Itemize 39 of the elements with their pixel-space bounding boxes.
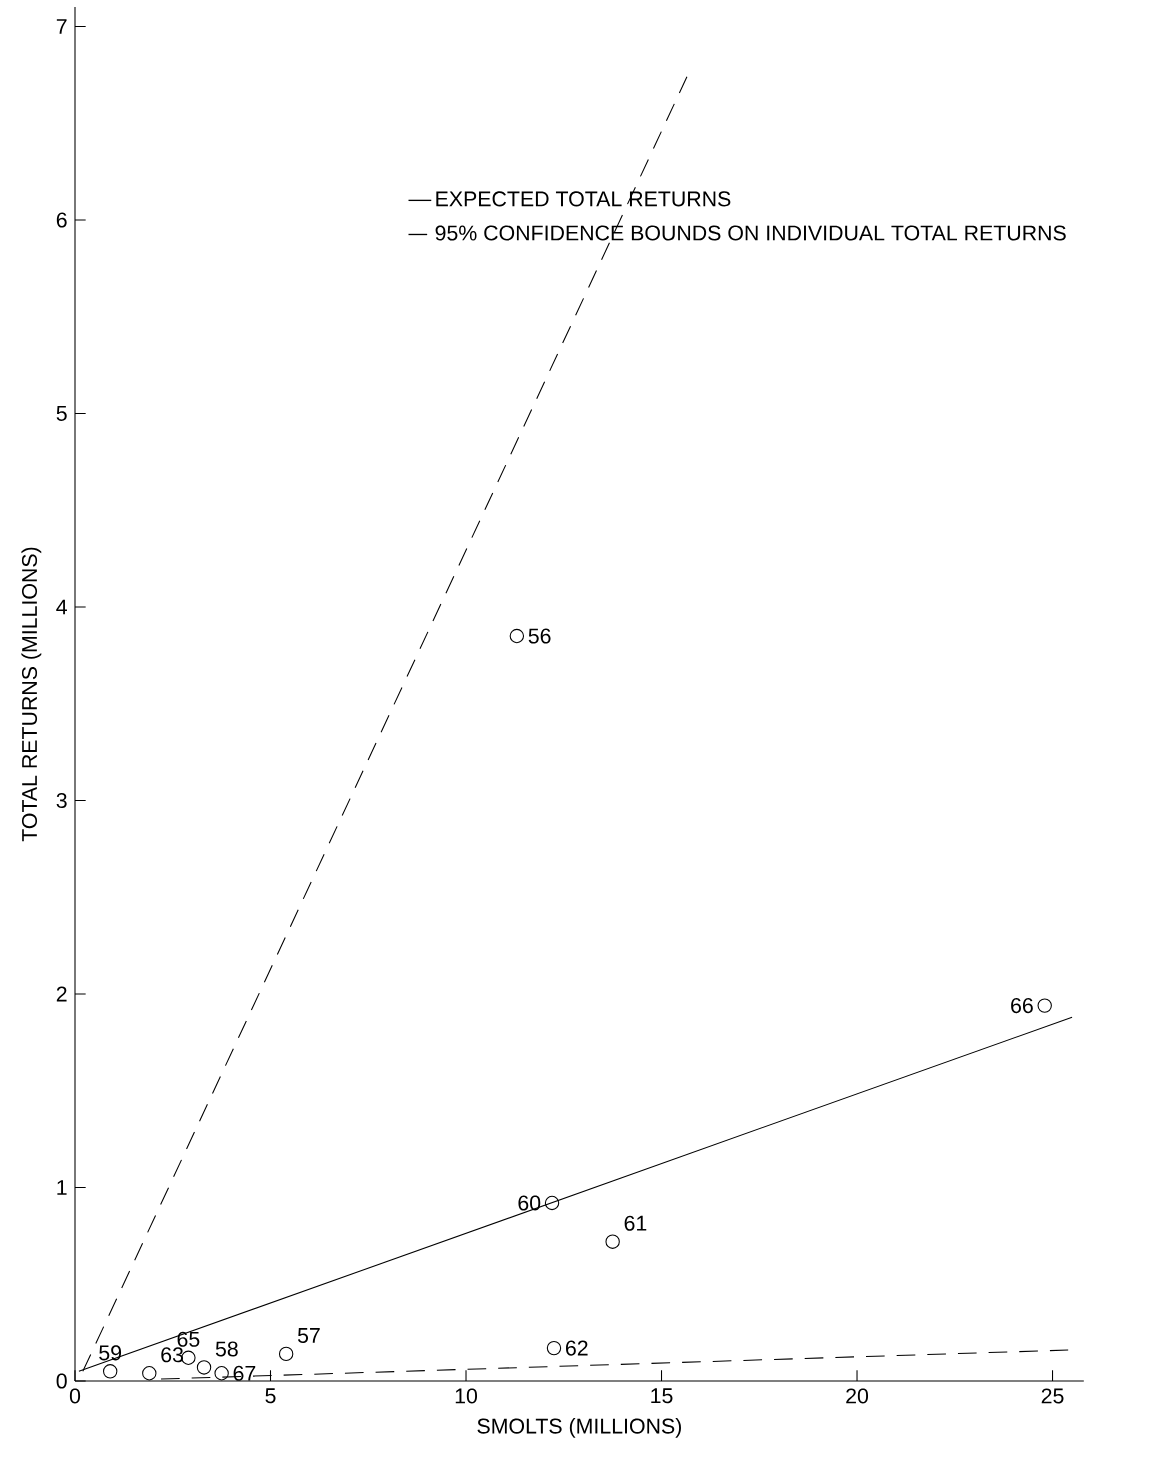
x-tick-label: 15 (651, 1388, 673, 1404)
x-tick-label: 20 (846, 1388, 869, 1404)
annotation: 57 (297, 1328, 320, 1343)
annotation: 63 (161, 1347, 183, 1363)
x-tick-label: 0 (69, 1388, 81, 1404)
x-tick-label: 10 (455, 1388, 478, 1404)
point (142, 1366, 157, 1381)
annotation: 67 (233, 1365, 256, 1381)
point (544, 1195, 560, 1211)
y-tick-label: 6 (56, 212, 67, 228)
point (102, 1364, 118, 1379)
point (278, 1346, 294, 1362)
x-tick-label: 5 (265, 1388, 276, 1404)
annotation: 61 (624, 1215, 647, 1231)
point (509, 628, 525, 644)
y-tick-label: 2 (56, 986, 67, 1002)
annotation: 60 (518, 1195, 541, 1211)
y-axis-title: TOTAL RETURNS (MILLIONS) (21, 547, 42, 842)
x-tick-label: 25 (1041, 1388, 1064, 1404)
annotation: 58 (215, 1341, 238, 1357)
point (214, 1366, 229, 1381)
y-tick-label: 0 (56, 1373, 67, 1389)
point (546, 1340, 562, 1356)
annotation: 59 (99, 1345, 122, 1361)
annotation: 56 (528, 628, 551, 644)
legend-label: 95% CONFIDENCE BOUNDS ON INDIVIDUAL TOTAL RETURNS (435, 225, 1066, 241)
y-tick-label: 5 (56, 406, 67, 421)
point (1037, 998, 1052, 1013)
point (605, 1234, 620, 1249)
x-axis-title: SMOLTS (MILLIONS) (477, 1417, 681, 1438)
annotation: 62 (566, 1340, 588, 1356)
y-tick-label: 1 (57, 1180, 67, 1195)
y-tick-label: 3 (56, 792, 67, 809)
point (196, 1360, 212, 1375)
y-tick-label: 4 (56, 599, 67, 615)
legend-label: EXPECTED TOTAL RETURNS (436, 191, 731, 207)
y-tick-label: 7 (56, 19, 67, 34)
annotation: 65 (177, 1331, 200, 1347)
annotation: 66 (1011, 998, 1033, 1014)
